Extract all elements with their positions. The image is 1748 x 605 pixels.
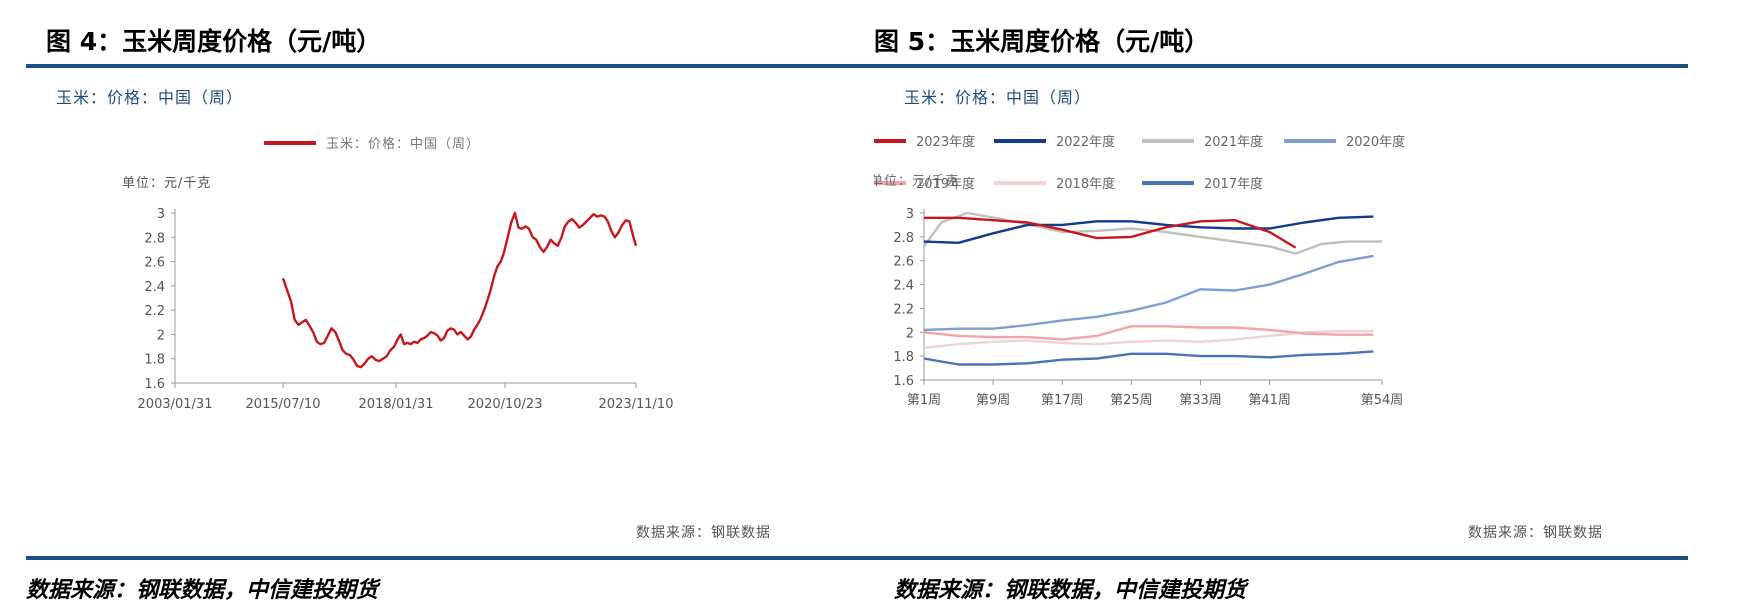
x-tick-label: 第17周 bbox=[1041, 393, 1084, 408]
bottom-divider bbox=[874, 556, 1688, 560]
figure-title: 图 5：玉米周度价格（元/吨） bbox=[874, 27, 1210, 56]
series-line-2017年度 bbox=[923, 350, 1374, 366]
legend-label: 2018年度 bbox=[1056, 176, 1115, 192]
unit-label: 单位：元/千克 bbox=[874, 174, 959, 189]
y-tick-label: 2.4 bbox=[144, 280, 165, 295]
unit-label: 单位：元/千克 bbox=[122, 176, 211, 191]
y-tick-label: 3 bbox=[906, 207, 914, 222]
y-tick-label: 2.8 bbox=[893, 231, 914, 246]
chart-source-note: 数据来源：钢联数据 bbox=[636, 525, 771, 541]
legend-label: 玉米：价格：中国（周） bbox=[326, 136, 480, 152]
figure-source: 数据来源：钢联数据，中信建投期货 bbox=[26, 578, 379, 603]
y-tick-label: 2 bbox=[157, 328, 165, 343]
y-tick-label: 1.6 bbox=[144, 377, 165, 392]
x-tick-label: 第33周 bbox=[1179, 393, 1222, 408]
series-line-2019年度 bbox=[923, 325, 1374, 341]
figure-4-panel: 图 4：玉米周度价格（元/吨） 玉米：价格：中国（周） 玉米：价格：中国（周） 单… bbox=[26, 27, 874, 603]
top-divider bbox=[26, 64, 874, 68]
y-tick-label: 3 bbox=[157, 207, 165, 222]
x-tick-label: 第54周 bbox=[1361, 393, 1404, 408]
x-tick-label: 2003/01/31 bbox=[138, 397, 213, 412]
legend-label: 2021年度 bbox=[1204, 134, 1263, 150]
series-line-2022年度 bbox=[923, 215, 1374, 244]
figure-title: 图 4：玉米周度价格（元/吨） bbox=[46, 27, 382, 56]
top-divider bbox=[874, 64, 1688, 68]
series-line-corn-price bbox=[281, 211, 638, 369]
x-tick-label: 2020/10/23 bbox=[468, 397, 543, 412]
legend-label: 2022年度 bbox=[1056, 134, 1115, 150]
legend-label: 2019年度 bbox=[916, 176, 975, 192]
figure-source: 数据来源：钢联数据，中信建投期货 bbox=[894, 578, 1247, 603]
y-tick-label: 1.8 bbox=[893, 350, 914, 365]
bottom-divider bbox=[26, 556, 874, 560]
x-tick-label: 第1周 bbox=[907, 393, 941, 408]
legend-label: 2017年度 bbox=[1204, 176, 1263, 192]
chart-5: 2023年度 2022年度 2021年度 2020年度 2019年度 2018年度 2017… bbox=[874, 134, 1405, 408]
y-tick-label: 2 bbox=[906, 326, 914, 341]
x-tick-label: 第9周 bbox=[976, 393, 1010, 408]
y-tick-label: 2.6 bbox=[893, 255, 914, 270]
y-tick-label: 2.8 bbox=[144, 231, 165, 246]
figure-5-panel: 图 5：玉米周度价格（元/吨） 玉米：价格：中国（周） 2023年度 2022年度… bbox=[874, 0, 1748, 605]
y-tick-label: 2.2 bbox=[893, 302, 914, 317]
legend-label: 2023年度 bbox=[916, 134, 975, 150]
x-tick-label: 2018/01/31 bbox=[359, 397, 434, 412]
series-line-2021年度 bbox=[923, 211, 1382, 255]
y-tick-label: 1.6 bbox=[893, 374, 914, 389]
x-tick-label: 第41周 bbox=[1248, 393, 1291, 408]
x-tick-label: 2023/11/10 bbox=[599, 397, 674, 412]
y-tick-label: 2.6 bbox=[144, 256, 165, 271]
y-tick-label: 2.4 bbox=[893, 279, 914, 294]
y-tick-label: 1.8 bbox=[144, 353, 165, 368]
chart-subtitle: 玉米：价格：中国（周） bbox=[904, 88, 1092, 107]
series-line-2020年度 bbox=[923, 254, 1374, 332]
chart-source-note: 数据来源：钢联数据 bbox=[1468, 525, 1603, 541]
chart-subtitle: 玉米：价格：中国（周） bbox=[56, 88, 244, 107]
x-tick-label: 第25周 bbox=[1110, 393, 1153, 408]
series-line-2023年度 bbox=[924, 216, 1297, 249]
chart-4: 玉米：价格：中国（周） 单位：元/千克 3 2.8 2.6 2.4 2.2 2 1.8 1.6 20… bbox=[122, 136, 674, 412]
y-tick-label: 2.2 bbox=[144, 304, 165, 319]
x-tick-label: 2015/07/10 bbox=[246, 397, 321, 412]
legend-label: 2020年度 bbox=[1346, 134, 1405, 150]
